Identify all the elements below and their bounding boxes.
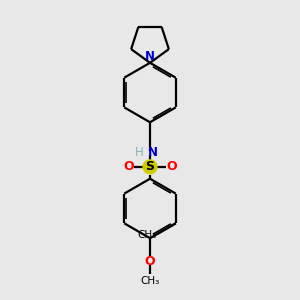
Text: N: N bbox=[145, 50, 155, 63]
Text: O: O bbox=[123, 160, 134, 173]
Text: N: N bbox=[148, 146, 158, 160]
Text: H: H bbox=[135, 146, 144, 160]
Text: CH₃: CH₃ bbox=[140, 276, 160, 286]
Text: O: O bbox=[145, 256, 155, 268]
Text: O: O bbox=[167, 160, 177, 173]
Circle shape bbox=[143, 160, 157, 174]
Text: CH₃: CH₃ bbox=[137, 230, 157, 240]
Text: S: S bbox=[146, 160, 154, 173]
